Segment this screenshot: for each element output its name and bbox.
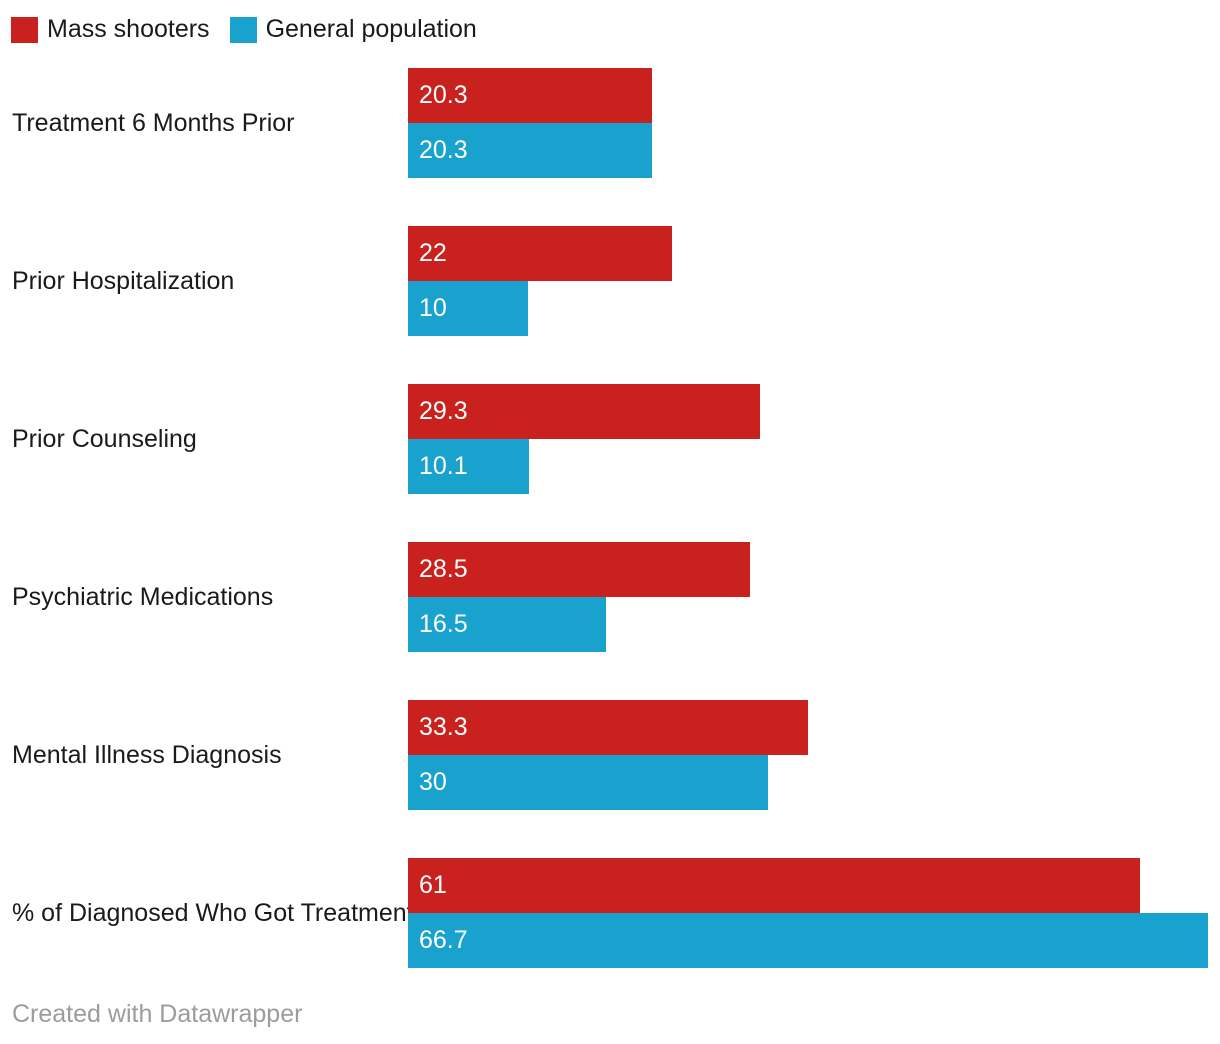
bar-mass-shooters: 29.3 — [408, 384, 760, 439]
bar-general-population: 30 — [408, 755, 768, 810]
legend-label: Mass shooters — [47, 15, 210, 43]
value-label: 33.3 — [419, 713, 468, 741]
bar-mass-shooters: 61 — [408, 858, 1140, 913]
chart-row-prior-hospitalization: Prior Hospitalization 22 10 — [0, 226, 1220, 336]
legend-label: General population — [265, 15, 477, 43]
legend-swatch-icon — [229, 16, 257, 43]
category-label: Treatment 6 Months Prior — [12, 108, 295, 137]
chart-row-mental-illness-diagnosis: Mental Illness Diagnosis 33.3 30 — [0, 700, 1220, 810]
bar-mass-shooters: 33.3 — [408, 700, 808, 755]
category-label: Prior Hospitalization — [12, 266, 235, 295]
legend: Mass shooters General population — [11, 15, 477, 44]
value-label: 16.5 — [419, 610, 468, 638]
value-label: 20.3 — [419, 136, 468, 164]
value-label: 10 — [419, 294, 447, 322]
value-label: 61 — [419, 871, 447, 899]
value-label: 66.7 — [419, 926, 468, 954]
bar-general-population: 20.3 — [408, 123, 652, 178]
category-label: Prior Counseling — [12, 424, 197, 453]
chart-row-of-diagnosed-who-got-treatment: % of Diagnosed Who Got Treatment 61 66.7 — [0, 858, 1220, 968]
value-label: 29.3 — [419, 397, 468, 425]
bar-general-population: 10 — [408, 281, 528, 336]
bar-general-population: 16.5 — [408, 597, 606, 652]
category-label: % of Diagnosed Who Got Treatment — [12, 898, 414, 927]
bar-mass-shooters: 20.3 — [408, 68, 652, 123]
value-label: 30 — [419, 768, 447, 796]
bar-general-population: 66.7 — [408, 913, 1208, 968]
value-label: 22 — [419, 239, 447, 267]
datawrapper-attribution-link[interactable]: Created with Datawrapper — [12, 1000, 303, 1028]
legend-item-general-population: General population — [229, 15, 477, 44]
bar-mass-shooters: 22 — [408, 226, 672, 281]
chart-row-psychiatric-medications: Psychiatric Medications 28.5 16.5 — [0, 542, 1220, 652]
category-label: Psychiatric Medications — [12, 582, 274, 611]
legend-swatch-icon — [11, 16, 38, 43]
bar-general-population: 10.1 — [408, 439, 529, 494]
value-label: 20.3 — [419, 81, 468, 109]
value-label: 10.1 — [419, 452, 468, 480]
chart-row-treatment-6-months-prior: Treatment 6 Months Prior 20.3 20.3 — [0, 68, 1220, 178]
bar-mass-shooters: 28.5 — [408, 542, 750, 597]
legend-item-mass-shooters: Mass shooters — [11, 15, 210, 44]
chart-row-prior-counseling: Prior Counseling 29.3 10.1 — [0, 384, 1220, 494]
value-label: 28.5 — [419, 555, 468, 583]
category-label: Mental Illness Diagnosis — [12, 740, 282, 769]
